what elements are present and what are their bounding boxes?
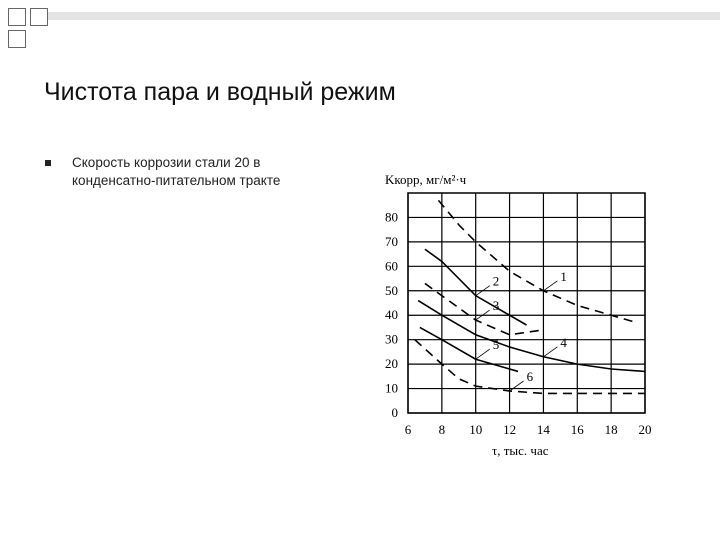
x-tick-label: 6	[405, 422, 412, 437]
x-tick-label: 18	[605, 422, 618, 437]
deco	[8, 30, 26, 48]
series-line	[417, 299, 646, 373]
series-line	[437, 199, 637, 324]
y-tick-label: 20	[385, 356, 398, 371]
series-label: 1	[560, 269, 567, 284]
label-leader	[543, 346, 558, 358]
deco	[8, 8, 26, 26]
y-tick-label: 40	[385, 307, 398, 322]
bullet-text: Скорость коррозии стали 20 в конденсатно…	[72, 155, 281, 188]
y-tick-label: 30	[385, 332, 398, 347]
x-tick-label: 10	[469, 422, 482, 437]
x-tick-label: 14	[537, 422, 551, 437]
y-tick-label: 10	[385, 381, 398, 396]
series-label: 6	[527, 369, 534, 384]
series-label: 5	[493, 337, 500, 352]
label-leader	[509, 380, 524, 392]
x-axis-label: τ, тыс. час	[492, 443, 549, 458]
slide-title: Чистота пара и водный режим	[44, 78, 396, 106]
y-tick-label: 80	[385, 209, 398, 224]
y-tick-label: 60	[385, 258, 398, 273]
x-tick-label: 16	[571, 422, 585, 437]
label-leader	[543, 280, 558, 292]
series-label: 3	[493, 298, 500, 313]
series-line	[419, 326, 519, 373]
y-axis-label: Kкорр, мг/м²·ч	[385, 172, 467, 187]
series-label: 4	[560, 335, 567, 350]
label-leader	[475, 285, 490, 296]
deco	[30, 8, 48, 26]
series-line	[424, 282, 544, 336]
y-tick-label: 50	[385, 283, 398, 298]
x-tick-label: 20	[639, 422, 652, 437]
label-leader	[475, 348, 490, 360]
series-line	[424, 248, 527, 326]
bullet-marker	[45, 160, 51, 166]
y-tick-label: 0	[392, 405, 399, 420]
series-label: 2	[493, 274, 500, 289]
label-leader	[475, 309, 490, 321]
y-tick-label: 70	[385, 234, 398, 249]
series-line	[414, 339, 645, 395]
x-tick-label: 12	[503, 422, 516, 437]
deco-bar	[48, 12, 720, 20]
x-tick-label: 8	[439, 422, 446, 437]
